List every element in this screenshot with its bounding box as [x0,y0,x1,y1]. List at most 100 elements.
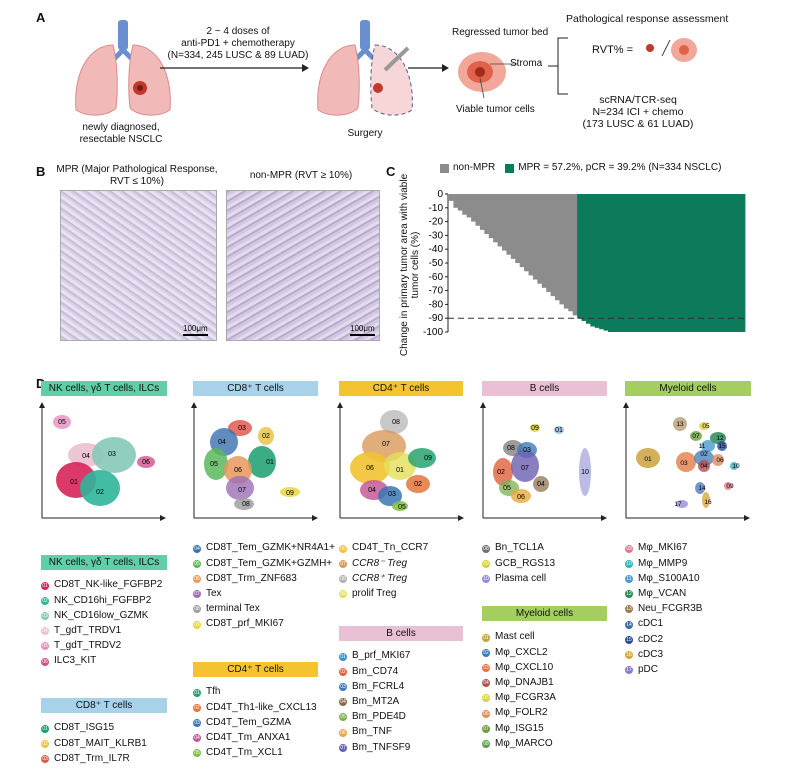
treatment-line1: 2 ~ 4 doses of [206,26,270,37]
legend-label: Bm_PDE4D [352,711,406,723]
legend-label: NK_CD16hi_FGFBP2 [54,594,152,606]
my-cluster-17: 17 [674,501,682,508]
my-cluster-16: 16 [704,499,712,506]
legend-item: 05 T_gdT_TRDV2 [41,639,162,654]
legend-label: Mφ_VCAN [638,588,687,599]
legend-nonmpr-swatch [440,163,449,173]
legend-label: T_gdT_TRDV2 [54,640,122,652]
mpr-bar [661,194,666,332]
legend-label: Mφ_FCGR3A [495,692,556,704]
mpr-bar [652,194,658,332]
legend-mpr-swatch [505,163,515,173]
legend-dot: 09 [625,544,633,553]
cd4-cluster-05: 05 [398,504,406,511]
legend-label: ILC3_KIT [54,655,97,667]
nonmpr-bar [572,194,578,316]
legend-b-part1: 08 Bn_TCL1A 09 GCB_RGS13 10 Plasma cell [482,541,555,587]
legend-label: CCR8⁻ Treg [352,557,408,569]
legend-item: 06 Bm_TNF [339,725,410,740]
regressed-label: Regressed tumor bed [452,27,549,38]
my-cluster-02: 02 [700,451,708,458]
cd4-cluster-08: 08 [392,419,400,426]
mpr-title-line2: RVT ≤ 10%) [109,176,165,187]
stroma-label: Stroma [510,58,543,69]
nonmpr-bar [563,194,569,309]
cd8-cluster-01: 01 [266,459,274,466]
legend-dot: 06 [482,709,490,718]
mpr-bar [585,194,591,324]
legend-dot: 07 [339,743,347,752]
legend-label: T_gdT_TRDV1 [54,625,122,636]
nonmpr-bar [528,194,534,276]
legend-item: 02 CD8T_MAIT_KLRB1 [41,736,147,751]
legend-item: 09 CD8T_prf_MKI67 [193,617,335,632]
cd8-cluster-04: 04 [218,439,226,446]
umap-nk: 05 04 03 06 01 02 [39,402,166,521]
scrna-line2: N=234 ICI + chemo [592,106,684,118]
mpr-bar [687,194,693,332]
legend-label: CD4T_Tn_CCR7 [352,542,429,554]
legend-label: Mφ_CXCL10 [495,661,554,673]
mpr-bar [736,194,741,332]
nk-cluster-05: 05 [58,419,66,426]
legend-item: 08 Mφ_MARCO [482,736,556,751]
b-cluster-06: 06 [517,494,525,501]
b-cluster-05: 05 [503,485,511,492]
umap-cd8: 03 04 02 05 01 06 07 08 09 [191,402,318,521]
b-cluster-08: 08 [507,445,515,452]
legend-dot: 16 [625,650,633,659]
nk-cluster-06: 06 [142,459,150,466]
legend-item: 10 Mφ_MMP9 [625,556,702,571]
nonmpr-bar [475,194,481,226]
my-cluster-14: 14 [698,485,706,492]
legend-label: Bm_FCRL4 [352,680,405,692]
legend-dot: 02 [193,703,201,712]
tumor-illustration [458,52,518,99]
legend-label: Mφ_MKI67 [638,542,688,554]
legend-item: 07 CCR8⁻ Treg [339,556,428,571]
legend-item: 05 Mφ_FCGR3A [482,691,556,706]
legend-item: 07 Mφ_ISG15 [482,721,556,736]
nonmpr-bar [524,194,529,272]
scale-bar-1: 100μm [183,324,208,336]
umap-myeloid: 13 05 07 11 12 01 03 02 04 06 15 10 09 1… [623,402,750,521]
legend-item: 14 cDC1 [625,617,702,632]
legend-dot: 03 [41,754,49,763]
legend-item: 08 Bn_TCL1A [482,541,555,556]
legend-label: Mφ_MARCO [495,737,553,749]
legend-dot: 06 [193,574,201,583]
legend-dot: 01 [41,724,49,733]
mpr-bar [700,194,706,332]
mpr-bar [647,194,653,332]
legend-dot: 07 [193,590,201,599]
my-cluster-01: 01 [644,456,652,463]
cd4-cluster-02: 02 [414,481,422,488]
my-cluster-07: 07 [692,433,700,440]
legend-title-cd4: CD4⁺ T cells [193,662,318,677]
nk-cluster-03: 03 [108,451,116,458]
y-tick-label: -30 [429,230,444,241]
umap-title-cd4: CD4⁺ T cells [339,381,463,396]
legend-dot: 04 [193,734,201,743]
legend-dot: 04 [193,544,201,553]
nonmpr-bar [537,194,543,284]
legend-dot: 04 [339,698,347,707]
cd8-cluster-05: 05 [210,461,218,468]
legend-item: 04 Bm_MT2A [339,695,410,710]
panel-a-label: A [36,10,46,25]
legend-item: 01 CD8T_NK-like_FGFBP2 [41,578,162,593]
y-tick-label: -10 [429,203,444,214]
nonmpr-bar [462,194,468,215]
nonmpr-title: non-MPR (RVT ≥ 10%) [249,170,353,181]
legend-label: CD8T_Trm_ZNF683 [206,572,297,584]
y-tick-label: -50 [429,258,444,269]
legend-dot: 06 [41,657,49,666]
legend-dot: 14 [625,620,633,629]
legend-cd8-part2: 04 CD8T_Tem_GZMK+NR4A1+ 05 CD8T_Tem_GZMK+GZ… [193,541,335,632]
y-tick-label: 0 [437,189,443,200]
b-cluster-02: 02 [497,469,505,476]
legend-title-nk: NK cells, γδ T cells, ILCs [41,555,167,570]
umap-title-b: B cells [482,381,607,396]
legend-mpr-label: MPR = 57.2%, pCR = 39.2% (N=334 NSCLC) [518,162,722,173]
legend-label: Plasma cell [495,572,547,584]
